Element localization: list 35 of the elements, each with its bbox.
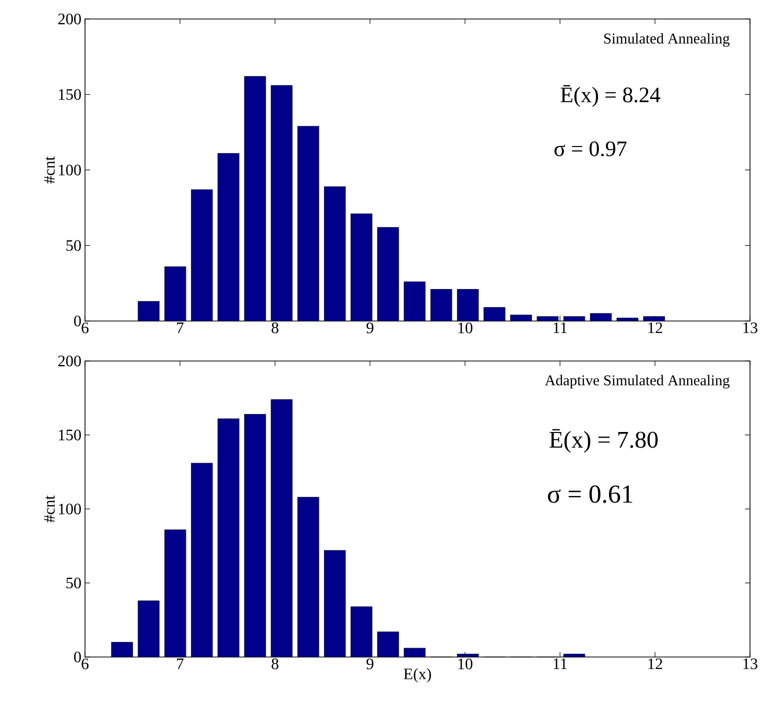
x-tick-label: 13 bbox=[743, 658, 758, 670]
x-tick-label: 12 bbox=[648, 322, 662, 334]
x-tick-label: 11 bbox=[554, 658, 567, 670]
y-axis-title: #cnt bbox=[44, 156, 55, 184]
y-tick-label: 200 bbox=[58, 14, 81, 24]
text: Simulated Annealing bbox=[604, 33, 730, 47]
x-tick-label: 9 bbox=[366, 322, 374, 334]
y-tick-label: 200 bbox=[58, 356, 81, 366]
y-tick-label: 150 bbox=[58, 430, 81, 440]
x-tick-label: 13 bbox=[743, 322, 758, 334]
x-tick-label: 7 bbox=[177, 658, 184, 669]
x-tick-label: 10 bbox=[458, 658, 472, 670]
annotation: Ē(x) = 7.80 bbox=[550, 429, 658, 453]
x-tick-label: 6 bbox=[82, 658, 89, 670]
x-tick-label: 12 bbox=[648, 658, 662, 670]
annotation: Ē(x) = 8.24 bbox=[560, 85, 660, 107]
x-axis-title: E(x) bbox=[404, 668, 431, 683]
y-axis-title: #cnt bbox=[44, 495, 55, 522]
y-tick-label: 0 bbox=[74, 316, 81, 326]
x-tick-label: 10 bbox=[458, 322, 472, 334]
y-tick-label: 50 bbox=[66, 240, 81, 251]
x-tick-label: 6 bbox=[82, 322, 89, 334]
y-tick-label: 0 bbox=[74, 652, 81, 662]
x-tick-label: 11 bbox=[554, 322, 567, 334]
annotation: σ = 0.61 bbox=[548, 485, 632, 503]
y-tick-label: 100 bbox=[58, 504, 81, 514]
x-tick-label: 9 bbox=[366, 658, 374, 670]
x-tick-label: 8 bbox=[272, 322, 278, 334]
annotation: σ = 0.97 bbox=[554, 141, 626, 156]
y-tick-label: 100 bbox=[58, 164, 81, 176]
y-tick-label: 50 bbox=[66, 578, 81, 588]
text: Adaptive Simulated Annealing bbox=[544, 374, 730, 388]
x-tick-label: 8 bbox=[272, 658, 278, 670]
x-tick-label: 7 bbox=[177, 322, 184, 333]
y-tick-label: 150 bbox=[58, 89, 81, 100]
